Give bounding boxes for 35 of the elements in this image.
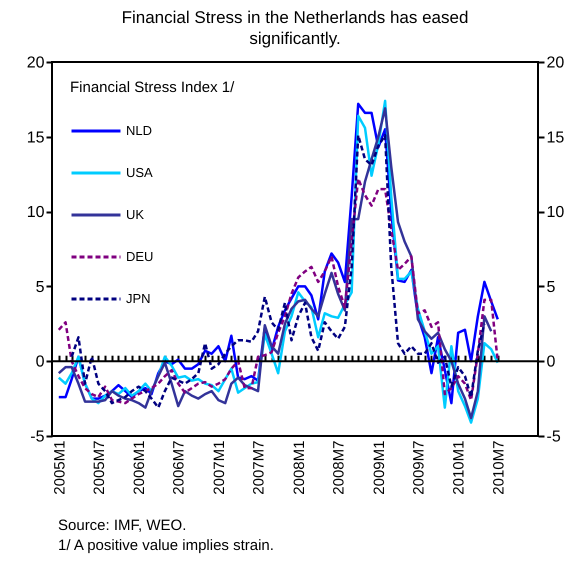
legend-label: USA [126, 165, 154, 180]
x-tick-label: 2008M1 [290, 440, 308, 495]
x-tick-label: 2009M1 [370, 440, 388, 495]
x-tick-label: 2007M1 [210, 440, 228, 495]
x-tick-label: 2005M1 [51, 440, 68, 495]
y2-tick-label: 20 [546, 54, 564, 72]
x-tick-label: 2010M1 [450, 440, 468, 495]
y2-tick-label: 5 [546, 278, 556, 296]
legend-label: DEU [126, 249, 154, 264]
legend-label: UK [126, 207, 144, 222]
y2-tick-label: 15 [546, 129, 564, 146]
text: 1/ A positive value implies strain. [58, 536, 274, 556]
y2-tick-label: 10 [546, 204, 564, 222]
x-tick-label: 2010M7 [490, 440, 508, 495]
y2-tick-label: -5 [546, 428, 561, 446]
y-tick-label: 15 [26, 129, 45, 146]
legend-label: NLD [126, 123, 152, 138]
y-tick-label: 20 [26, 54, 45, 72]
x-tick-label: 2005M7 [90, 440, 108, 495]
line-series [58, 177, 500, 404]
x-tick-label: 2008M7 [330, 440, 348, 495]
legend-title: Financial Stress Index 1/ [70, 79, 236, 96]
y-tick-label: -5 [30, 428, 45, 446]
line-series [70, 134, 486, 409]
y-tick-label: 0 [36, 354, 45, 371]
x-tick-label: 2009M7 [410, 440, 428, 495]
x-tick-label: 2007M7 [250, 440, 268, 495]
legend-label: JPN [126, 291, 151, 306]
source-note: Source: IMF, WEO. [58, 516, 188, 536]
x-tick-label: 2006M1 [131, 440, 148, 495]
chart-title: Financial Stress in the Netherlands has eased significantly. [122, 8, 468, 48]
y-tick-label: 5 [36, 278, 45, 296]
y2-tick-label: 0 [546, 354, 556, 371]
y-tick-label: 10 [26, 204, 45, 222]
x-tick-label: 2006M7 [170, 440, 188, 495]
